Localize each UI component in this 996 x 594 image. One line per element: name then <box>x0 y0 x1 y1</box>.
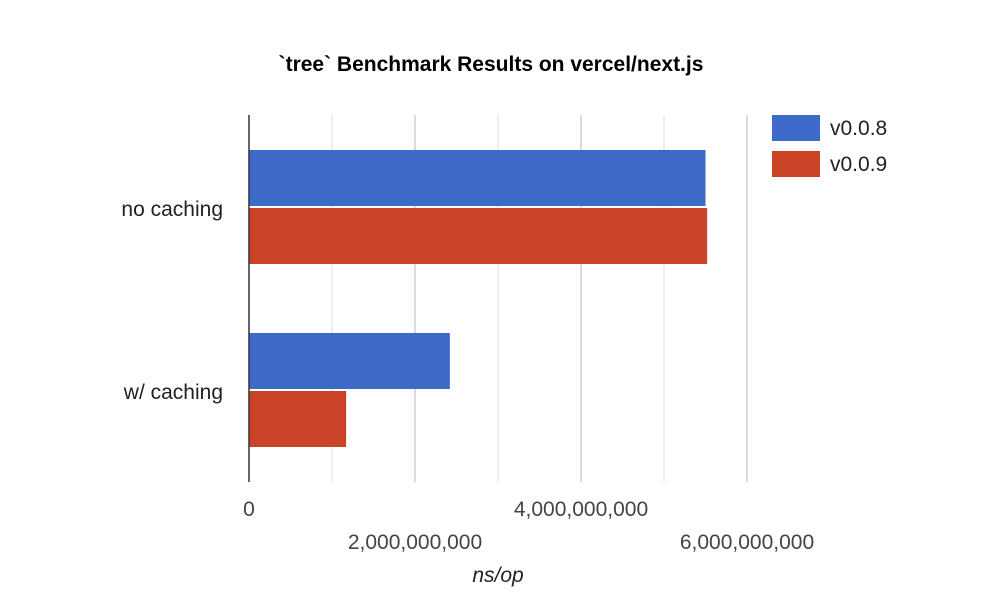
legend-label: v0.0.8 <box>830 117 887 140</box>
legend-swatch <box>772 115 820 141</box>
bar-v0.0.8-no-caching <box>249 150 706 206</box>
bar-v0.0.9-w-caching <box>249 391 347 447</box>
category-label: no caching <box>121 198 223 221</box>
x-axis-title: ns/op <box>472 564 523 587</box>
bar-v0.0.8-w-caching <box>249 333 450 389</box>
category-label: w/ caching <box>123 381 223 404</box>
bar-v0.0.9-no-caching <box>249 208 708 264</box>
legend-label: v0.0.9 <box>830 153 887 176</box>
legend: v0.0.8 v0.0.9 <box>772 115 887 177</box>
x-tick-labels: 0 2,000,000,000 4,000,000,000 6,000,000,000 <box>243 498 814 554</box>
x-tick-label: 0 <box>243 498 255 521</box>
legend-swatch <box>772 151 820 177</box>
chart-title: `tree` Benchmark Results on vercel/next.… <box>279 53 704 76</box>
bars <box>249 150 708 447</box>
x-tick-label: 2,000,000,000 <box>348 531 482 554</box>
category-labels: no caching w/ caching <box>121 198 223 404</box>
x-tick-label: 6,000,000,000 <box>680 531 814 554</box>
x-tick-label: 4,000,000,000 <box>514 498 648 521</box>
